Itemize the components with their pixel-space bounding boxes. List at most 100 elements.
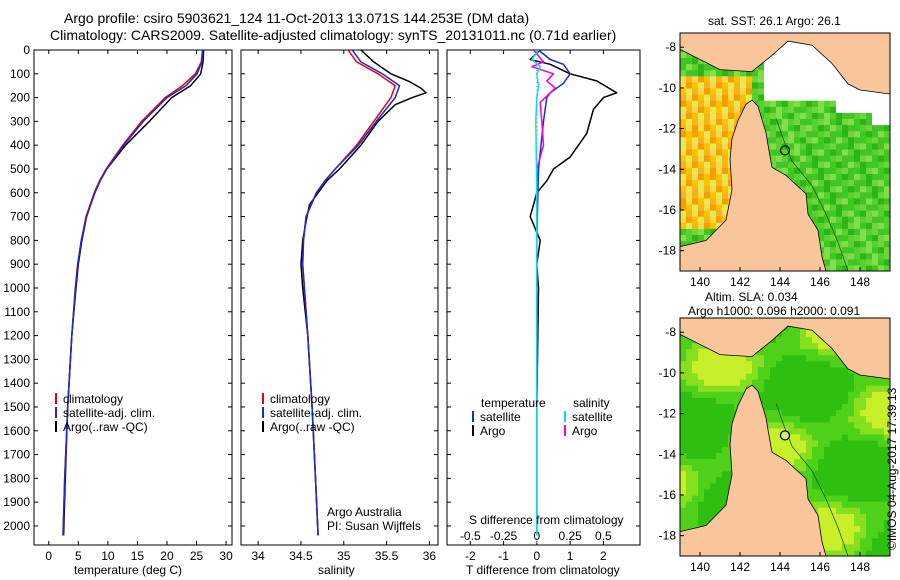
map-cell (746, 75, 753, 83)
map-cell (884, 549, 890, 556)
map-cell (680, 81, 687, 89)
map-cell (704, 464, 711, 472)
map-cell (680, 342, 687, 350)
map-cell (716, 222, 723, 229)
map-cell (776, 366, 783, 374)
sst-map-ytick-label: -16 (659, 203, 677, 217)
map-cell (698, 173, 705, 181)
map-cell (878, 197, 885, 205)
map-cell (860, 161, 867, 168)
map-cell (830, 185, 837, 193)
map-cell (782, 415, 789, 423)
map-cell (872, 488, 879, 496)
map-cell (806, 45, 813, 52)
map-cell (848, 136, 855, 144)
map-cell (848, 495, 855, 502)
map-cell (776, 51, 783, 58)
map-cell (818, 336, 825, 343)
map-cell (830, 415, 837, 423)
map-cell (800, 446, 807, 453)
map-cell (836, 210, 843, 217)
sst-map-content (680, 33, 890, 271)
map-cell (722, 142, 729, 150)
map-cell (734, 100, 741, 107)
salinity-diff-tick-label: -0.5 (460, 529, 481, 543)
map-cell (794, 360, 801, 368)
map-cell (710, 118, 717, 126)
map-cell (770, 63, 777, 71)
map-cell (854, 234, 861, 242)
map-cell (848, 537, 855, 545)
map-cell (818, 397, 825, 404)
map-cell (860, 427, 867, 435)
map-cell (758, 372, 765, 380)
map-cell (818, 446, 825, 453)
map-cell (806, 421, 813, 429)
map-cell (782, 342, 789, 350)
map-cell (782, 161, 789, 168)
map-cell (866, 222, 873, 229)
map-cell (812, 100, 819, 107)
map-cell (842, 507, 849, 514)
map-cell (794, 94, 801, 101)
map-cell (686, 470, 693, 478)
map-cell (710, 482, 717, 490)
map-cell (872, 124, 879, 132)
map-cell (812, 464, 819, 472)
map-cell (782, 106, 789, 113)
map-cell (860, 415, 867, 423)
map-cell (878, 476, 885, 484)
map-cell (818, 130, 825, 138)
salinity-xtick-label: 34 (251, 549, 265, 563)
map-cell (722, 403, 729, 411)
map-cell (884, 252, 890, 260)
map-cell (836, 118, 843, 126)
depth-tick-label: 1900 (3, 495, 30, 509)
map-cell (698, 228, 705, 235)
map-cell (722, 440, 729, 447)
map-cell (830, 63, 837, 71)
map-cell (758, 366, 765, 374)
map-cell (698, 354, 705, 362)
map-cell (758, 385, 765, 392)
map-cell (734, 81, 741, 89)
map-cell (842, 100, 849, 107)
map-cell (710, 179, 717, 187)
map-cell (680, 63, 687, 71)
map-cell (848, 379, 855, 386)
map-cell (692, 112, 699, 119)
map-cell (854, 488, 861, 496)
map-cell (818, 155, 825, 162)
map-cell (806, 336, 813, 343)
map-cell (788, 433, 795, 441)
map-cell (806, 476, 813, 484)
map-cell (698, 106, 705, 113)
map-cell (872, 495, 879, 502)
figure-title-line-2: Climatology: CARS2009. Satellite-adjuste… (50, 27, 617, 43)
map-cell (764, 360, 771, 368)
map-cell (830, 210, 837, 217)
map-cell (866, 118, 873, 126)
map-cell (848, 210, 855, 217)
map-cell (764, 118, 771, 126)
map-cell (860, 525, 867, 533)
map-cell (872, 403, 879, 411)
map-cell (818, 94, 825, 101)
map-cell (722, 69, 729, 77)
map-cell (794, 81, 801, 89)
map-cell (794, 161, 801, 168)
map-cell (860, 397, 867, 404)
map-cell (818, 191, 825, 199)
map-cell (860, 264, 867, 271)
map-cell (812, 397, 819, 404)
map-cell (704, 360, 711, 368)
map-cell (884, 488, 890, 496)
map-cell (704, 81, 711, 89)
map-cell (704, 519, 711, 527)
map-cell (836, 470, 843, 478)
map-cell (704, 234, 711, 242)
map-cell (884, 148, 890, 156)
map-cell (728, 130, 735, 138)
map-cell (812, 421, 819, 429)
map-cell (806, 385, 813, 392)
